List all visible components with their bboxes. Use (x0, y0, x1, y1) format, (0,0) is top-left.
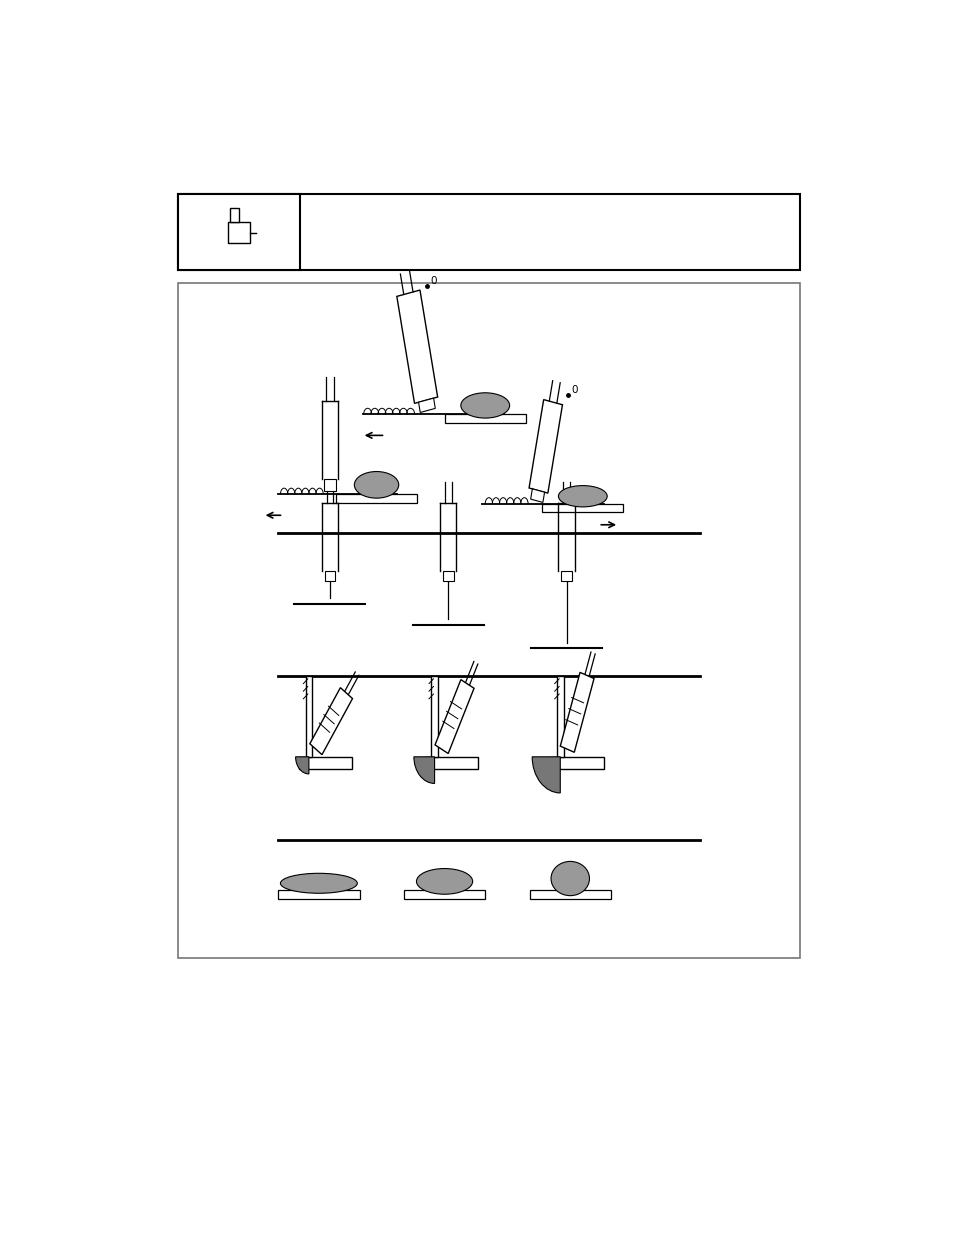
Bar (324, 572, 335, 580)
Bar (177, 194, 300, 270)
Bar (529, 890, 610, 899)
Polygon shape (310, 688, 353, 755)
Bar (324, 479, 335, 490)
Bar (541, 504, 623, 513)
Polygon shape (435, 679, 474, 753)
Ellipse shape (460, 393, 509, 419)
Bar (560, 572, 571, 580)
Text: 0: 0 (430, 275, 436, 285)
Bar (403, 890, 485, 899)
Bar (278, 890, 359, 899)
Bar (550, 757, 603, 769)
Ellipse shape (558, 485, 607, 506)
Bar (228, 222, 250, 243)
Polygon shape (418, 398, 435, 412)
Ellipse shape (416, 868, 472, 894)
Wedge shape (295, 757, 309, 774)
Ellipse shape (280, 873, 357, 893)
Bar (431, 676, 437, 757)
Bar (335, 494, 416, 503)
Bar (177, 283, 800, 958)
Bar (305, 676, 312, 757)
Polygon shape (396, 290, 437, 404)
Bar (442, 572, 453, 580)
Wedge shape (532, 757, 559, 793)
Polygon shape (559, 672, 594, 752)
Bar (557, 676, 563, 757)
Ellipse shape (551, 862, 589, 895)
Ellipse shape (354, 472, 398, 498)
Polygon shape (529, 400, 562, 493)
Bar (424, 757, 477, 769)
Bar (230, 209, 239, 222)
Bar (177, 194, 800, 270)
Bar (444, 415, 525, 424)
Text: 0: 0 (571, 384, 578, 395)
Polygon shape (530, 489, 544, 503)
Bar (298, 757, 352, 769)
Wedge shape (414, 757, 435, 783)
